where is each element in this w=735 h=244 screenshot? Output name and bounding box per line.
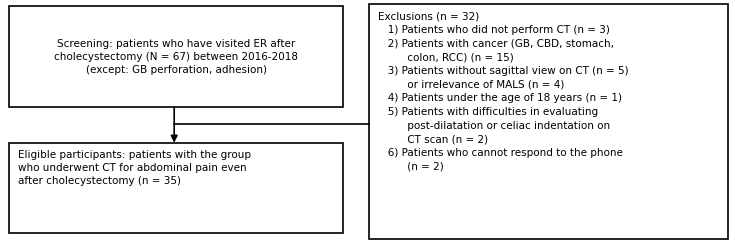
Bar xyxy=(9,143,343,233)
Text: Screening: patients who have visited ER after
cholecystectomy (N = 67) between 2: Screening: patients who have visited ER … xyxy=(54,39,298,75)
Bar xyxy=(369,4,728,239)
Bar xyxy=(9,6,343,107)
Text: Exclusions (n = 32)
   1) Patients who did not perform CT (n = 3)
   2) Patients: Exclusions (n = 32) 1) Patients who did … xyxy=(378,12,628,171)
Text: Eligible participants: patients with the group
who underwent CT for abdominal pa: Eligible participants: patients with the… xyxy=(18,150,251,186)
